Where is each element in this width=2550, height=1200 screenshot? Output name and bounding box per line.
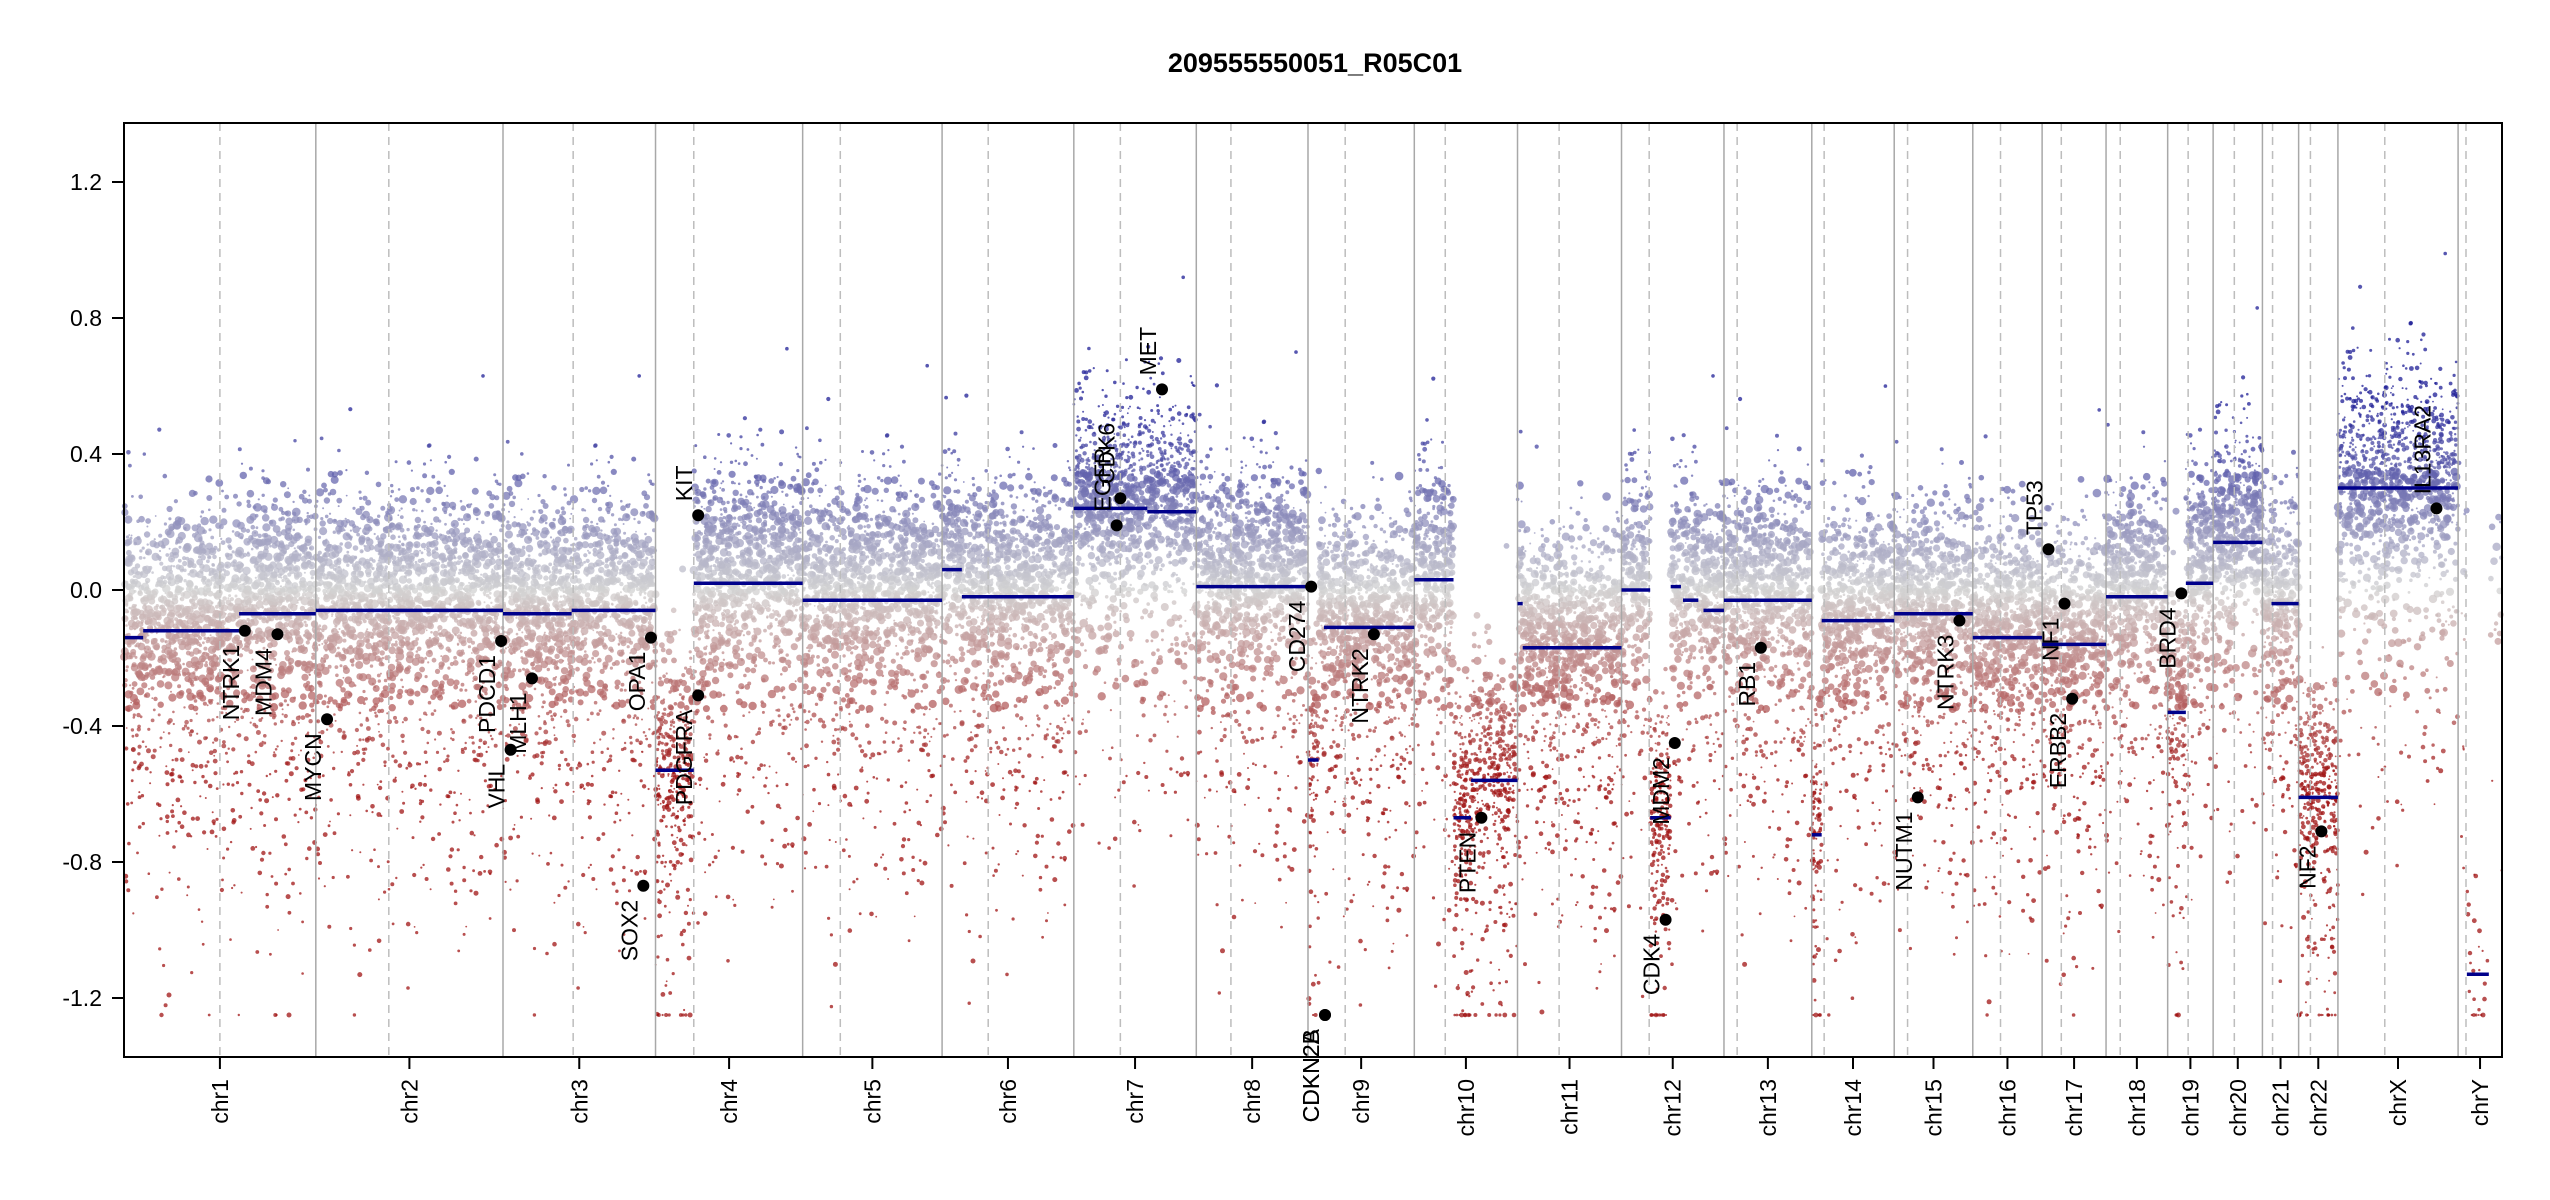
- chromosome-label: chr3: [566, 1079, 592, 1124]
- gene-dot: [2175, 587, 2188, 600]
- chromosome-label: chr4: [716, 1079, 742, 1124]
- gene-label: NTRK1: [218, 645, 244, 720]
- gene-dot: [504, 743, 517, 756]
- gene-dot: [495, 635, 508, 647]
- gene-markers: NTRK1 MDM4 MYCN VHL PDCD1 MLH1 SOX2 OPA1 PDGFRA K…: [218, 327, 2443, 1122]
- gene-dot: [1911, 791, 1924, 804]
- gene-label: ERBB2: [2045, 713, 2071, 788]
- chromosome-label: chr19: [2177, 1079, 2203, 1137]
- gene-label: MYCN: [300, 733, 326, 801]
- gene-label: PTEN: [1454, 832, 1480, 893]
- gene-label: MET: [1135, 327, 1161, 376]
- chromosome-label: chr17: [2061, 1079, 2087, 1137]
- segment-lines: [124, 486, 2489, 976]
- gene-dot: [1475, 811, 1488, 824]
- gene-dot: [1367, 628, 1380, 641]
- chromosome-label: chr2: [396, 1079, 422, 1124]
- gene-dot: [692, 509, 705, 522]
- chromosome-label: chrY: [2467, 1079, 2493, 1126]
- chromosome-label: chr22: [2305, 1079, 2331, 1137]
- y-tick-label: -1.2: [62, 985, 102, 1011]
- gene-label: CDK6: [1093, 423, 1119, 484]
- y-tick-label: -0.4: [62, 713, 102, 739]
- gene-label: MLH1: [505, 692, 531, 753]
- gene-label: EGFR: [1090, 448, 1116, 512]
- gene-dot: [1114, 492, 1127, 505]
- gene-dot: [2315, 825, 2328, 838]
- gene-label: VHL: [484, 764, 510, 809]
- chromosome-label: chr16: [1994, 1079, 2020, 1137]
- gene-label: NUTM1: [1891, 811, 1917, 890]
- chromosome-label: chr8: [1239, 1079, 1265, 1124]
- gene-label: NF1: [2037, 618, 2063, 661]
- chromosome-label: chr10: [1453, 1079, 1479, 1137]
- gene-dot: [2058, 597, 2071, 610]
- gene-dot: [271, 628, 284, 641]
- gene-dot: [321, 713, 334, 726]
- gene-label: NTRK3: [1932, 635, 1958, 710]
- gene-label: MDM4: [250, 648, 276, 716]
- gene-dot: [1156, 383, 1169, 396]
- gene-dot: [1668, 737, 1681, 749]
- gene-dot: [1754, 641, 1767, 654]
- gene-label: BRD4: [2154, 607, 2180, 669]
- chromosome-dividers: [219, 123, 2467, 1057]
- y-tick-label: 0.8: [70, 305, 102, 331]
- gene-label: IL13RA2: [2409, 405, 2435, 495]
- gene-label: PDCD1: [474, 655, 500, 733]
- chromosome-label: chr15: [1920, 1079, 1946, 1137]
- chromosome-label: chr13: [1755, 1079, 1781, 1137]
- gene-dot: [1953, 614, 1966, 627]
- gene-dot: [644, 631, 657, 644]
- gene-label: NTRK2: [1347, 648, 1373, 723]
- y-tick-label: 0.0: [70, 577, 102, 603]
- gene-dot: [1305, 580, 1318, 593]
- gene-dot: [692, 689, 705, 702]
- gene-dot: [637, 879, 650, 892]
- gene-dot: [2430, 502, 2443, 515]
- probe-points: [120, 251, 2504, 1018]
- gene-label: MDM2: [1648, 757, 1674, 825]
- chromosome-label: chr5: [859, 1079, 885, 1124]
- chromosome-label: chr21: [2268, 1079, 2294, 1137]
- gene-label: KIT: [671, 465, 697, 501]
- chromosome-label: chr1: [207, 1079, 233, 1124]
- gene-label: PDGFRA: [671, 709, 697, 806]
- gene-label: OPA1: [624, 652, 650, 712]
- chromosome-label: chr9: [1348, 1079, 1374, 1124]
- gene-dot: [525, 672, 538, 685]
- chromosome-label: chr7: [1122, 1079, 1148, 1124]
- chromosome-label: chr6: [995, 1079, 1021, 1124]
- y-tick-label: 0.4: [70, 441, 102, 467]
- chromosome-label: chrX: [2385, 1079, 2411, 1126]
- gene-dot: [238, 624, 251, 637]
- gene-label: NF2: [2294, 845, 2320, 888]
- chart-title: 209555550051_R05C01: [1168, 48, 1462, 78]
- chromosome-label: chr18: [2124, 1079, 2150, 1137]
- gene-label: CDK4: [1639, 934, 1665, 996]
- gene-dot: [2066, 692, 2079, 705]
- gene-label: SOX2: [616, 900, 642, 961]
- gene-label: CD274: [1284, 600, 1310, 672]
- gene-dot: [1319, 1009, 1332, 1021]
- gene-label: TP53: [2022, 480, 2048, 535]
- chromosome-label: chr14: [1840, 1079, 1866, 1137]
- gene-dot: [2042, 543, 2055, 556]
- gene-label: CDKN2A: [1298, 1028, 1324, 1122]
- y-axis: -1.2 -0.8 -0.4 0.0 0.4 0.8 1.2: [62, 169, 124, 1011]
- y-tick-label: -0.8: [62, 849, 102, 875]
- chromosome-label: chr12: [1660, 1079, 1686, 1137]
- y-tick-label: 1.2: [70, 169, 102, 195]
- gene-dot: [1659, 913, 1672, 926]
- chromosome-label: chr11: [1557, 1079, 1583, 1135]
- x-axis: chr1 chr2 chr3 chr4 chr5 chr6 chr7 chr8 chr9 chr1…: [207, 1057, 2493, 1137]
- gene-label: RB1: [1734, 662, 1760, 707]
- chromosome-label: chr20: [2225, 1079, 2251, 1137]
- gene-dot: [1110, 519, 1123, 532]
- gene-label: CDKN2B: [1298, 1029, 1324, 1122]
